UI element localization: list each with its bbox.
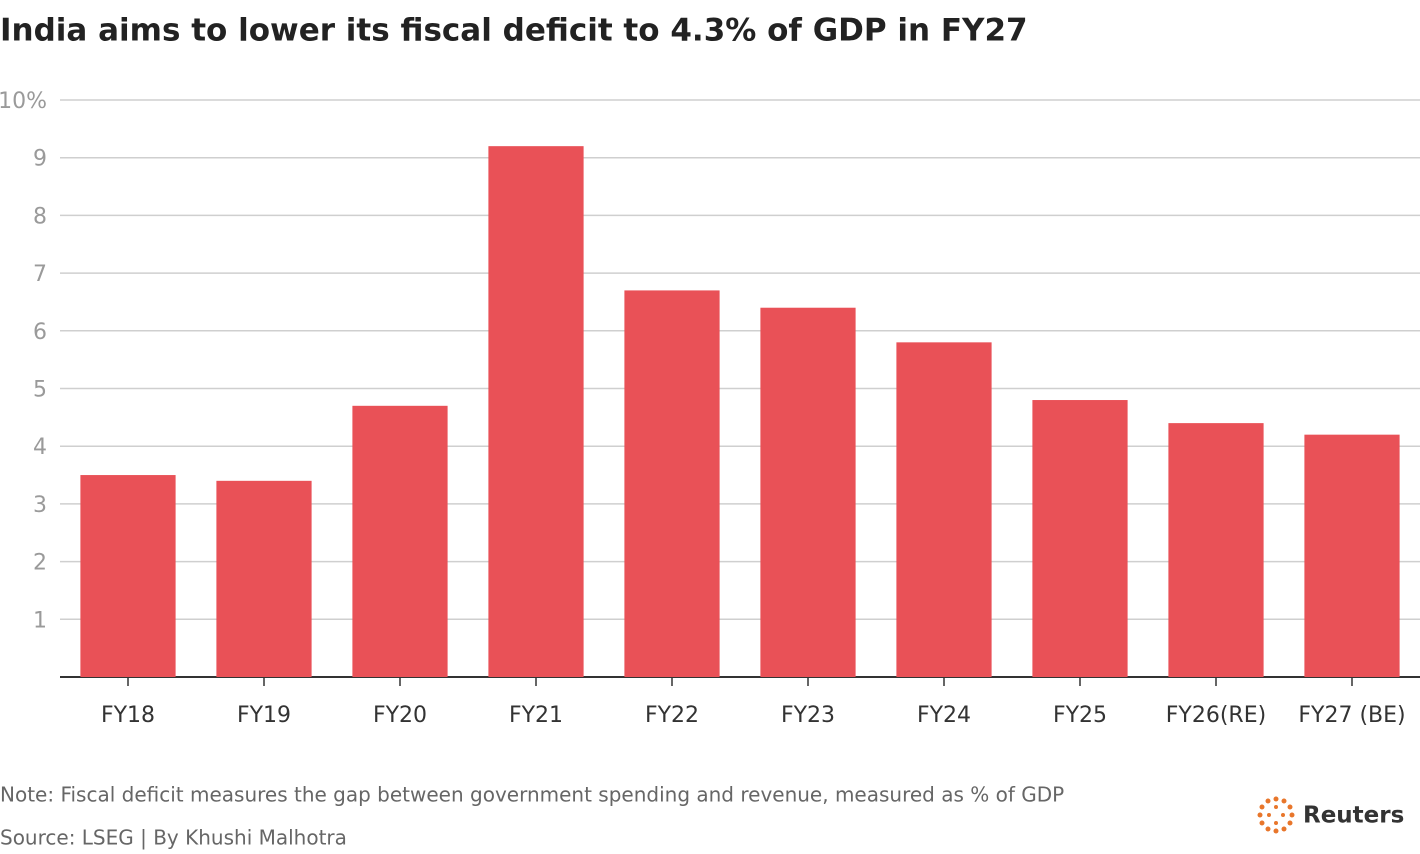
y-tick-label: 6 (33, 320, 47, 345)
bar (488, 146, 584, 677)
y-tick-label: 10% (0, 89, 47, 114)
bar (352, 405, 448, 677)
logo-icon (1257, 796, 1295, 834)
y-tick-label: 9 (33, 147, 47, 172)
x-tick-label: FY19 (237, 703, 291, 728)
x-tick-label: FY25 (1053, 703, 1107, 728)
bar (80, 475, 176, 677)
y-tick-label: 5 (33, 378, 47, 403)
note: Note: Fiscal deficit measures the gap be… (0, 783, 1064, 807)
bar (1032, 400, 1128, 677)
y-tick-label: 7 (33, 262, 47, 287)
bar (624, 290, 720, 677)
y-tick-label: 8 (33, 204, 47, 229)
x-tick-label: FY26(RE) (1166, 703, 1266, 728)
y-tick-label: 4 (33, 435, 47, 460)
bar (760, 307, 856, 677)
y-tick-label: 3 (33, 493, 47, 518)
bar (896, 342, 992, 677)
logo-text: Reuters (1303, 803, 1404, 829)
y-tick-label: 1 (33, 608, 47, 633)
bar (216, 480, 312, 677)
x-tick-label: FY18 (101, 703, 155, 728)
x-tick-label: FY27 (BE) (1298, 703, 1405, 728)
bar (1168, 423, 1264, 677)
x-tick-label: FY22 (645, 703, 699, 728)
x-tick-label: FY21 (509, 703, 563, 728)
y-tick-label: 2 (33, 551, 47, 576)
source: Source: LSEG | By Khushi Malhotra (0, 826, 347, 850)
x-tick-label: FY23 (781, 703, 835, 728)
x-tick-label: FY24 (917, 703, 971, 728)
bar (1304, 434, 1400, 677)
x-tick-label: FY20 (373, 703, 427, 728)
chart-title: India aims to lower its fiscal deficit t… (0, 13, 1028, 49)
